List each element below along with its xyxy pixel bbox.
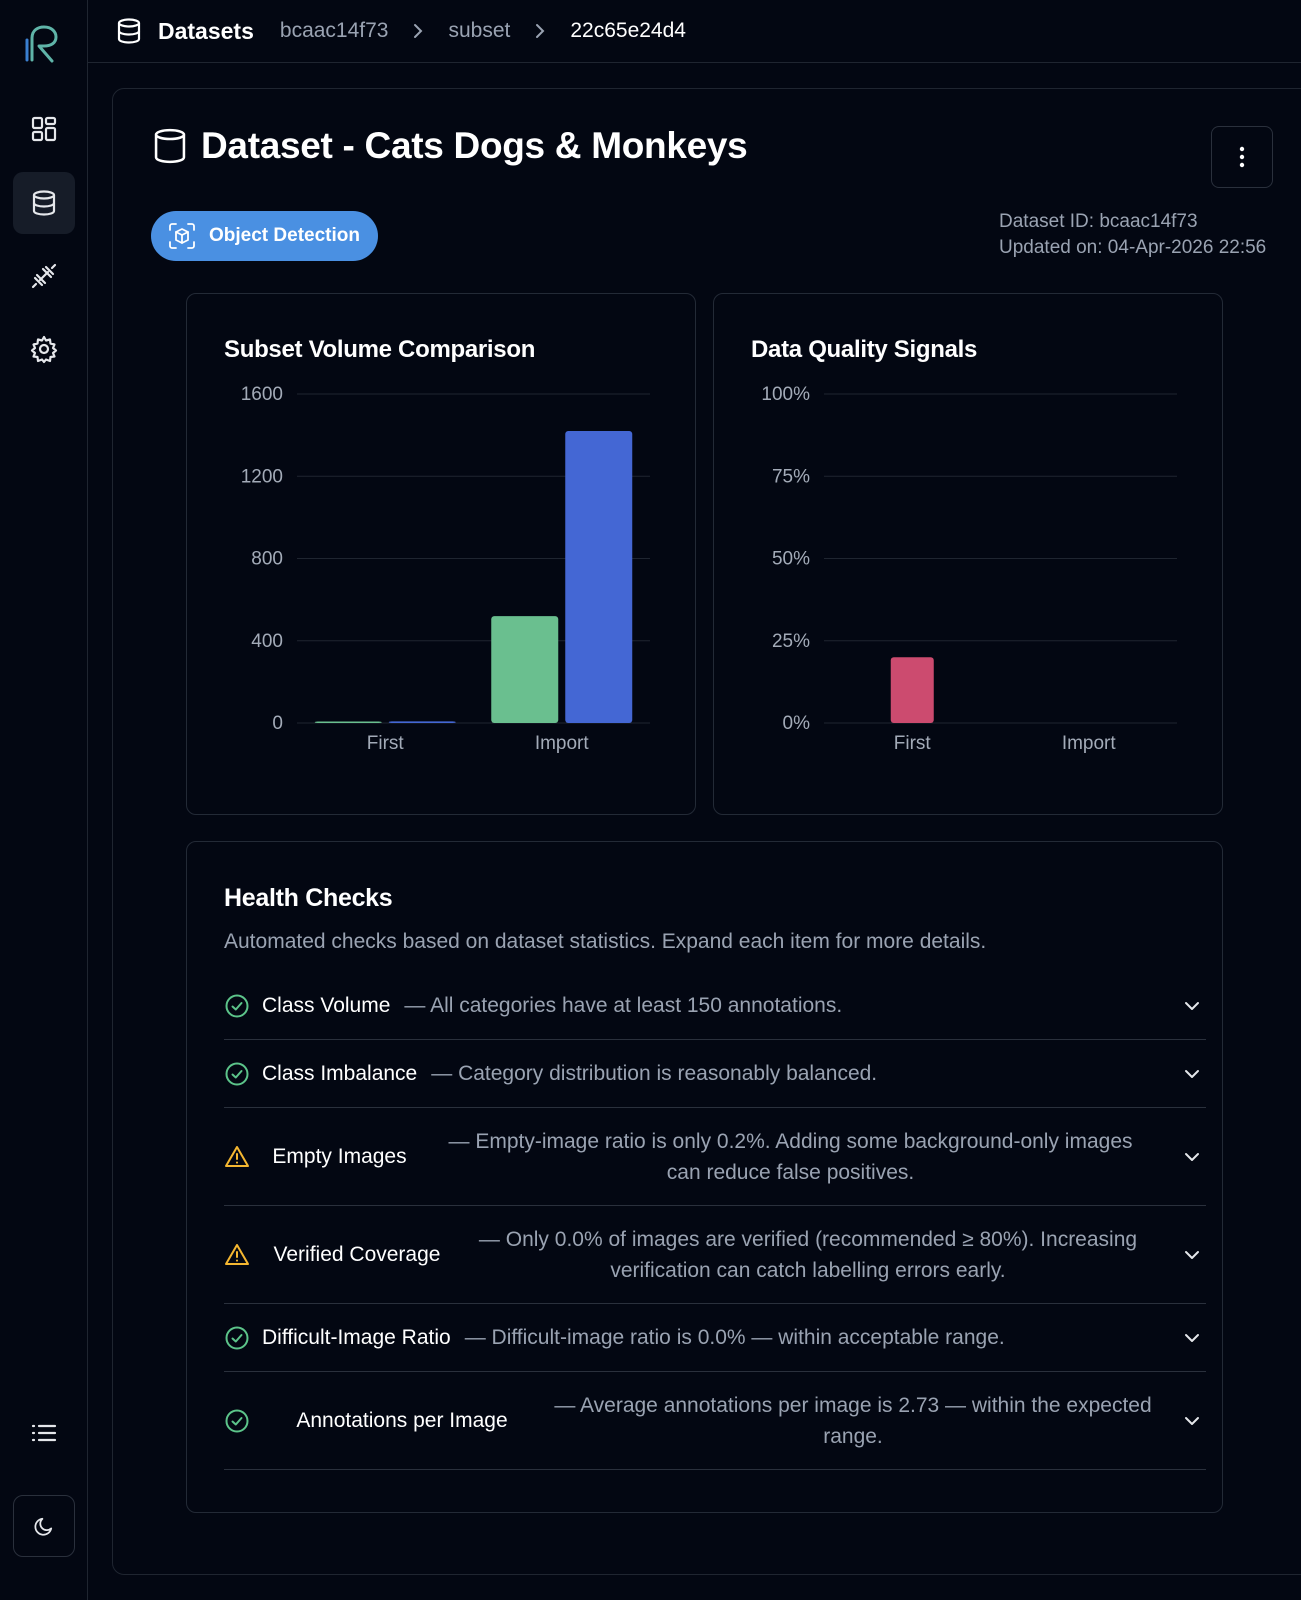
updated-on: Updated on: 04-Apr-2026 22:56	[999, 237, 1267, 258]
task-type-label: Object Detection	[209, 225, 360, 246]
dataset-meta: Dataset ID: bcaac14f73 Updated on: 04-Ap…	[999, 209, 1266, 261]
dataset-id: Dataset ID: bcaac14f73	[999, 211, 1198, 232]
breadcrumb-dataset[interactable]: bcaac14f73	[279, 19, 389, 42]
health-check-row[interactable]: Verified Coverage — Only 0.0% of images a…	[224, 1206, 1206, 1304]
y-tick-label: 400	[251, 631, 283, 652]
health-check-text: Annotations per Image — Average annotatio…	[262, 1390, 1164, 1452]
logo-icon[interactable]	[22, 22, 66, 66]
sidebar-item-dashboard[interactable]	[13, 98, 75, 160]
health-check-row[interactable]: Class Volume — All categories have at lea…	[224, 972, 1206, 1040]
health-check-description: — Difficult-image ratio is 0.0% — within…	[464, 1326, 1005, 1349]
y-tick-label: 1600	[241, 384, 283, 405]
database-icon	[117, 18, 141, 44]
health-check-name: Verified Coverage	[273, 1243, 441, 1266]
data-quality-card: Data Quality Signals 0% 25% 50% 75% 100% Firs…	[713, 293, 1223, 815]
health-check-row[interactable]: Class Imbalance — Category distribution i…	[224, 1040, 1206, 1108]
health-check-row[interactable]: Annotations per Image — Average annotatio…	[224, 1372, 1206, 1470]
chart-title: Subset Volume Comparison	[224, 336, 536, 363]
breadcrumb-subset[interactable]: subset	[448, 19, 511, 42]
bar	[890, 657, 934, 723]
health-check-description: — Average annotations per image is 2.73 …	[554, 1393, 1152, 1448]
health-check-name: Class Imbalance	[262, 1062, 418, 1085]
dumbbell-icon	[31, 263, 57, 289]
sidebar-item-settings[interactable]	[13, 318, 75, 380]
check-circle-icon	[225, 1062, 249, 1085]
health-check-description: — All categories have at least 150 annot…	[404, 994, 843, 1017]
list-icon	[31, 1424, 57, 1442]
topbar: Datasets bcaac14f73 subset 22c65e24d4	[88, 0, 1301, 63]
check-circle-icon	[225, 1409, 249, 1432]
subset-volume-chart: 0 400 800 1200 1600 First Import	[241, 384, 650, 754]
health-check-row[interactable]: Empty Images — Empty-image ratio is only …	[224, 1108, 1206, 1206]
database-icon	[32, 190, 56, 216]
sidebar	[0, 0, 88, 1600]
chevron-down-icon[interactable]	[1182, 996, 1202, 1016]
sidebar-item-datasets[interactable]	[13, 172, 75, 234]
dataset-panel: Dataset - Cats Dogs & Monkeys Object Det…	[112, 88, 1301, 1575]
database-icon	[154, 128, 186, 164]
x-tick-label: Import	[1062, 733, 1117, 754]
bar	[565, 431, 633, 723]
bar	[388, 721, 456, 723]
cube-scan-icon	[169, 223, 195, 249]
y-tick-label: 1200	[241, 466, 283, 487]
health-check-description: — Category distribution is reasonably ba…	[431, 1062, 878, 1085]
theme-toggle-button[interactable]	[13, 1495, 75, 1557]
health-check-name: Empty Images	[272, 1145, 407, 1168]
check-circle-icon	[225, 994, 249, 1017]
breadcrumb-root[interactable]: Datasets	[158, 17, 254, 44]
health-check-description: — Empty-image ratio is only 0.2%. Adding…	[448, 1129, 1133, 1184]
task-type-badge: Object Detection	[151, 211, 378, 261]
health-check-row[interactable]: Difficult-Image Ratio — Difficult-image r…	[224, 1304, 1206, 1372]
data-quality-chart: 0% 25% 50% 75% 100% First Import	[761, 384, 1177, 754]
breadcrumb-current: 22c65e24d4	[570, 19, 686, 42]
chevron-down-icon[interactable]	[1182, 1328, 1202, 1348]
chevron-down-icon[interactable]	[1182, 1064, 1202, 1084]
chevron-down-icon[interactable]	[1182, 1411, 1202, 1431]
chevron-down-icon[interactable]	[1182, 1245, 1202, 1265]
check-circle-icon	[225, 1326, 249, 1349]
health-checks-list: Class Volume — All categories have at lea…	[224, 972, 1206, 1470]
chevron-right-icon	[536, 24, 545, 38]
health-check-text: Verified Coverage — Only 0.0% of images a…	[262, 1224, 1164, 1286]
health-check-text: Class Volume — All categories have at lea…	[262, 990, 1164, 1021]
y-tick-label: 25%	[772, 631, 810, 652]
page-title: Dataset - Cats Dogs & Monkeys	[201, 125, 748, 166]
x-tick-label: First	[894, 733, 932, 754]
health-checks-subtitle: Automated checks based on dataset statis…	[224, 930, 987, 953]
bar	[314, 721, 382, 723]
dashboard-icon	[31, 116, 57, 142]
bar	[491, 616, 559, 723]
health-check-name: Class Volume	[262, 994, 391, 1017]
y-tick-label: 800	[251, 549, 283, 570]
more-options-button[interactable]	[1211, 126, 1273, 188]
x-tick-label: Import	[535, 733, 590, 754]
subset-volume-card: Subset Volume Comparison 0 400 800 1200 1600…	[186, 293, 696, 815]
health-check-text: Empty Images — Empty-image ratio is only …	[262, 1126, 1164, 1188]
chevron-down-icon[interactable]	[1182, 1147, 1202, 1167]
page-header: Dataset - Cats Dogs & Monkeys	[151, 125, 748, 167]
kebab-menu-icon	[1239, 146, 1245, 168]
health-checks-title: Health Checks	[224, 884, 393, 912]
y-tick-label: 0	[272, 713, 283, 734]
health-check-text: Difficult-Image Ratio — Difficult-image r…	[262, 1322, 1164, 1353]
warning-triangle-icon	[225, 1243, 249, 1265]
gear-icon	[30, 335, 58, 364]
chevron-right-icon	[414, 24, 423, 38]
warning-triangle-icon	[225, 1145, 249, 1167]
y-tick-label: 50%	[772, 549, 810, 570]
chart-title: Data Quality Signals	[751, 336, 978, 363]
y-tick-label: 75%	[772, 466, 810, 487]
health-check-name: Difficult-Image Ratio	[262, 1326, 451, 1349]
health-check-description: — Only 0.0% of images are verified (reco…	[478, 1227, 1138, 1282]
y-tick-label: 0%	[783, 713, 811, 734]
y-tick-label: 100%	[761, 384, 810, 405]
health-check-name: Annotations per Image	[296, 1409, 508, 1432]
sidebar-item-training[interactable]	[13, 245, 75, 307]
x-tick-label: First	[367, 733, 405, 754]
sidebar-menu-button[interactable]	[13, 1402, 75, 1464]
health-check-text: Class Imbalance — Category distribution i…	[262, 1058, 1164, 1089]
health-checks-card: Health Checks Automated checks based on …	[186, 841, 1223, 1513]
moon-icon	[34, 1517, 53, 1536]
